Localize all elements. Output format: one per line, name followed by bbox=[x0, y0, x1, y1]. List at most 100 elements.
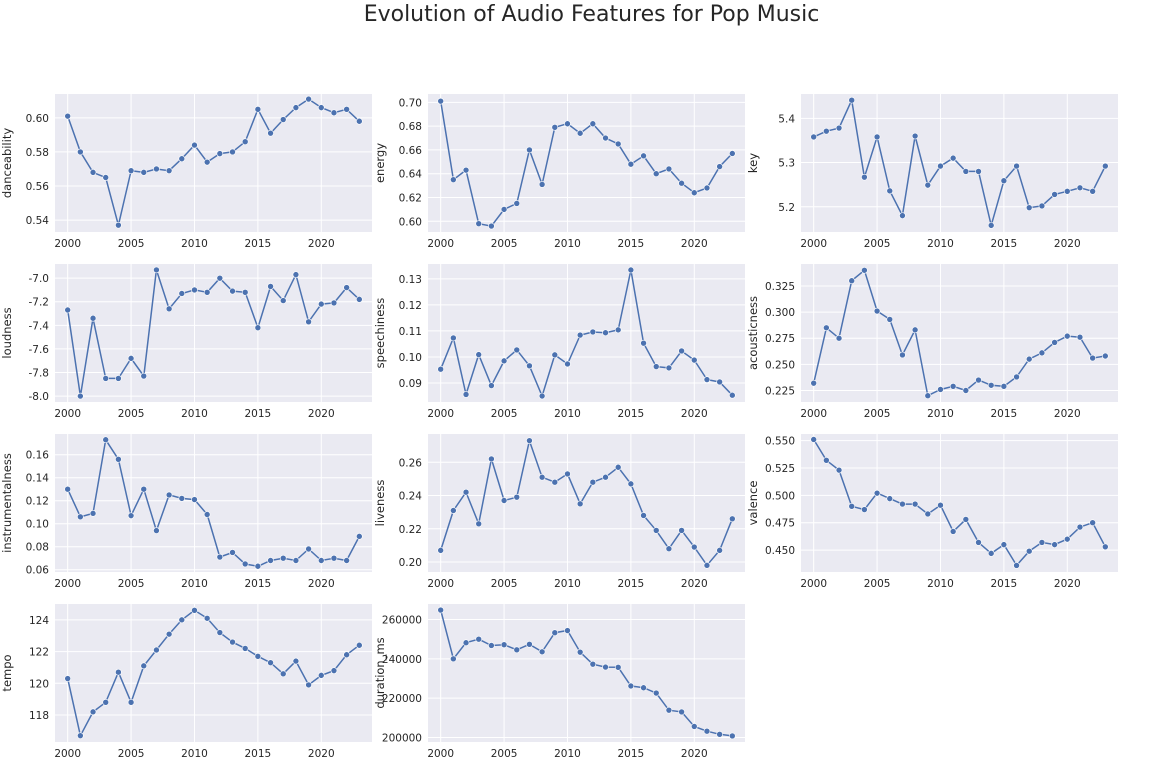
data-point bbox=[861, 173, 868, 181]
data-point bbox=[462, 488, 470, 496]
data-point bbox=[886, 187, 894, 195]
data-point bbox=[703, 562, 711, 569]
data-point bbox=[343, 651, 350, 659]
data-point bbox=[911, 132, 919, 140]
data-point bbox=[678, 527, 685, 534]
data-point bbox=[127, 512, 135, 519]
data-point bbox=[873, 489, 881, 497]
y-axis-label: energy bbox=[373, 143, 387, 183]
data-point bbox=[513, 346, 521, 354]
data-point bbox=[690, 543, 698, 551]
data-point bbox=[241, 289, 249, 296]
data-point bbox=[64, 112, 71, 120]
x-tick-label: 2015 bbox=[991, 238, 1018, 250]
data-point bbox=[975, 539, 982, 546]
data-point bbox=[640, 339, 647, 347]
data-point bbox=[848, 96, 856, 104]
y-tick-label: 0.06 bbox=[26, 565, 50, 577]
data-point bbox=[450, 655, 457, 663]
data-point bbox=[77, 148, 84, 156]
data-point bbox=[652, 363, 660, 370]
data-point bbox=[191, 607, 198, 614]
data-point bbox=[140, 662, 148, 670]
data-point bbox=[77, 513, 84, 521]
data-point bbox=[115, 221, 122, 229]
data-point bbox=[462, 391, 470, 398]
data-point bbox=[949, 383, 957, 390]
data-point bbox=[1025, 547, 1033, 555]
data-point bbox=[178, 290, 186, 297]
data-point bbox=[1102, 543, 1109, 551]
data-point bbox=[640, 152, 647, 160]
data-point bbox=[589, 328, 597, 336]
x-tick-label: 2020 bbox=[1054, 238, 1081, 250]
data-point bbox=[987, 381, 995, 389]
subplot-danceability: 0.54 0.56 0.58 0.60 2000 2005 2010 2015 2020 danc… bbox=[0, 94, 372, 250]
data-point bbox=[564, 627, 571, 634]
y-tick-label: -7.2 bbox=[29, 297, 50, 309]
data-point bbox=[165, 491, 173, 499]
data-point bbox=[886, 316, 894, 323]
data-point bbox=[1051, 191, 1058, 198]
data-point bbox=[153, 165, 160, 173]
data-point bbox=[1051, 339, 1058, 346]
data-point bbox=[962, 387, 970, 394]
y-tick-label: 0.58 bbox=[26, 147, 49, 159]
data-point bbox=[216, 553, 224, 561]
data-point bbox=[488, 382, 495, 389]
data-point bbox=[437, 547, 444, 554]
y-tick-label: 240000 bbox=[382, 654, 422, 666]
data-point bbox=[305, 95, 312, 103]
data-point bbox=[229, 638, 236, 646]
data-point bbox=[975, 376, 982, 384]
y-tick-label: 0.250 bbox=[765, 359, 795, 371]
data-point bbox=[526, 437, 533, 444]
x-tick-label: 2010 bbox=[554, 408, 581, 420]
data-point bbox=[178, 616, 186, 624]
data-point bbox=[1000, 541, 1008, 548]
data-point bbox=[899, 212, 906, 219]
y-tick-label: 5.2 bbox=[778, 202, 795, 214]
y-tick-label: 0.54 bbox=[26, 215, 50, 227]
data-point bbox=[949, 154, 957, 162]
y-tick-label: 0.12 bbox=[399, 300, 422, 312]
data-point bbox=[937, 162, 944, 170]
data-point bbox=[203, 158, 211, 166]
y-tick-label: 124 bbox=[29, 615, 49, 627]
data-point bbox=[437, 97, 444, 105]
data-point bbox=[526, 640, 533, 648]
data-point bbox=[823, 456, 830, 464]
x-tick-label: 2020 bbox=[681, 238, 708, 250]
data-point bbox=[911, 500, 919, 508]
data-point bbox=[1076, 333, 1084, 341]
x-tick-label: 2010 bbox=[181, 578, 208, 590]
data-point bbox=[627, 480, 635, 488]
data-point bbox=[356, 296, 363, 303]
data-point bbox=[716, 163, 723, 170]
data-point bbox=[89, 708, 97, 716]
data-point bbox=[89, 314, 97, 322]
x-tick-label: 2020 bbox=[308, 238, 335, 250]
data-point bbox=[949, 528, 957, 535]
data-point bbox=[102, 699, 110, 706]
x-tick-label: 2015 bbox=[245, 578, 272, 590]
x-tick-label: 2010 bbox=[181, 748, 208, 760]
y-tick-label: 0.66 bbox=[399, 145, 423, 157]
x-tick-label: 2005 bbox=[491, 578, 518, 590]
data-point bbox=[911, 326, 919, 334]
y-tick-label: 0.68 bbox=[399, 121, 422, 133]
data-point bbox=[267, 557, 274, 564]
x-tick-label: 2005 bbox=[491, 748, 518, 760]
data-point bbox=[690, 189, 698, 197]
data-point bbox=[823, 324, 830, 332]
data-point bbox=[576, 331, 584, 339]
y-tick-label: 120 bbox=[29, 678, 49, 690]
data-point bbox=[716, 731, 723, 738]
data-point bbox=[526, 362, 533, 370]
x-tick-label: 2020 bbox=[308, 578, 335, 590]
data-point bbox=[437, 365, 444, 373]
y-axis-label: danceability bbox=[0, 128, 14, 198]
y-tick-label: 0.11 bbox=[399, 326, 422, 338]
x-tick-label: 2015 bbox=[618, 238, 645, 250]
y-tick-label: 0.62 bbox=[399, 193, 422, 205]
